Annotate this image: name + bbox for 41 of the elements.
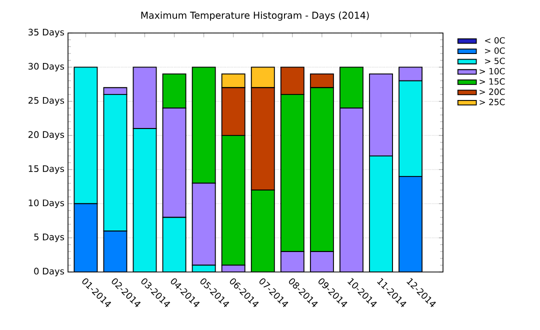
bar (192, 66, 216, 184)
y-tick-label: 0 Days (34, 268, 64, 276)
bar (310, 252, 334, 272)
bar (221, 134, 246, 266)
bar (162, 74, 186, 109)
bar (192, 182, 216, 266)
bar (369, 156, 393, 272)
legend-label: > 10C (480, 68, 505, 74)
bar (103, 94, 128, 232)
bar (280, 94, 304, 252)
y-tick-label: 25 Days (28, 97, 64, 106)
bar (310, 87, 334, 252)
chart-title: Maximum Temperature Histogram - Days (2014) (141, 12, 369, 21)
legend-label: > 20C (480, 88, 505, 95)
bar (132, 66, 157, 130)
bar (251, 190, 274, 272)
bar (133, 128, 156, 272)
bar (74, 66, 98, 204)
legend-label: > 0C (485, 47, 505, 54)
legend-label: > 15C (480, 78, 505, 85)
y-tick-label: 10 Days (28, 199, 64, 208)
bar (398, 66, 422, 82)
legend-label: > 25C (480, 98, 505, 106)
bar (340, 108, 363, 272)
bar (369, 74, 393, 156)
bar (310, 74, 334, 88)
legend-label: < 0C (485, 37, 505, 44)
y-tick-label: 35 Days (28, 28, 64, 38)
bar (104, 231, 127, 272)
y-tick-label: 30 Days (28, 62, 64, 72)
bar (398, 80, 422, 177)
bar (162, 217, 186, 272)
bar (74, 204, 98, 272)
bar (162, 108, 186, 218)
y-tick-label: 5 Days (34, 234, 64, 242)
legend-label: > 5C (485, 58, 505, 64)
bar (398, 176, 422, 272)
bar (340, 66, 364, 109)
bar (280, 252, 304, 272)
y-tick-label: 20 Days (28, 131, 64, 140)
y-tick-label: 15 Days (28, 165, 64, 174)
